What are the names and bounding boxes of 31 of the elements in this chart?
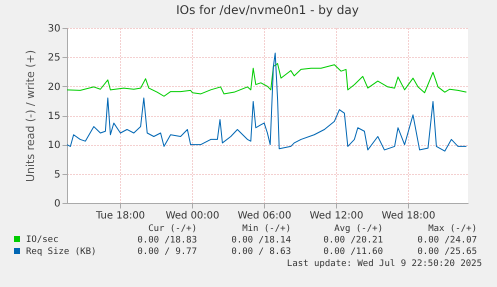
line-series [66, 52, 467, 152]
x-tick-label: Wed 12:00 [310, 210, 364, 222]
text: 0.00 /20.21 [323, 236, 383, 246]
text: 0.00 /18.14 [231, 236, 291, 246]
y-tick-label: 10 [48, 140, 60, 152]
y-tick-label: 5 [54, 169, 60, 180]
y-tick-label: 20 [48, 82, 60, 93]
x-tick-label: Wed 18:00 [382, 210, 436, 222]
x-tick-label: Tue 18:00 [94, 210, 146, 222]
text: 0.00 /25.65 [417, 247, 477, 257]
y-tick-label: 30 [48, 24, 60, 34]
y-tick-label: 15 [48, 111, 60, 122]
text: Last update: Wed Jul 9 22:50:20 2025 [286, 259, 482, 269]
text: Avg (-/+) [334, 224, 383, 234]
legend-label: IO/sec [26, 235, 59, 245]
text: Min (-/+) [242, 224, 291, 234]
chart-title: IOs for /dev/nvme0n1 - by day [176, 3, 359, 17]
x-tick-label: Wed 06:00 [238, 210, 292, 222]
legend-label: Req Size (KB) [26, 247, 96, 257]
y-tick-label: 25 [48, 52, 60, 64]
text: 0.00 / 9.77 [137, 247, 197, 257]
text: Cur (-/+) [148, 224, 197, 234]
text: 0.00 /18.83 [137, 236, 197, 246]
y-axis-title: Units read (-) / write (+) [24, 50, 37, 182]
text: Max (-/+) [428, 224, 477, 234]
x-tick-label: Wed 00:00 [166, 210, 220, 222]
line-series [66, 63, 467, 97]
text: 0.00 /11.60 [323, 247, 383, 257]
y-tick-label: 0 [54, 198, 60, 210]
text: 0.00 /24.07 [417, 236, 477, 246]
text: 0.00 / 8.63 [231, 247, 291, 257]
